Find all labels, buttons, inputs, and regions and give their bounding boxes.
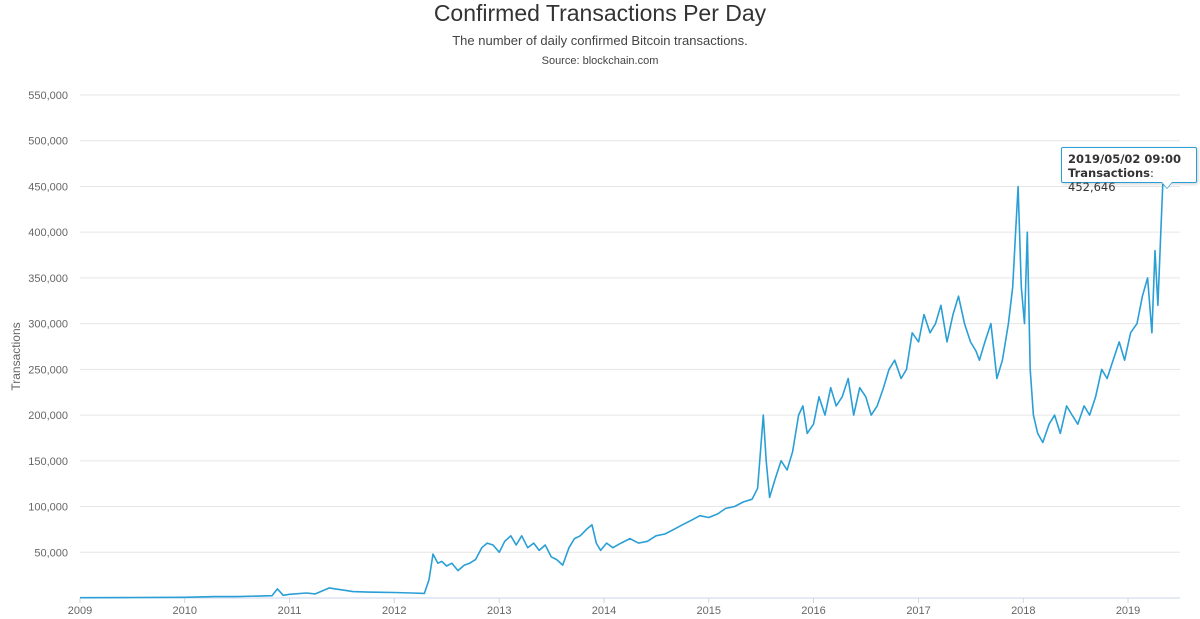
y-tick-label: 50,000 — [34, 547, 68, 559]
y-tick-label: 400,000 — [28, 227, 68, 239]
y-tick-label: 300,000 — [28, 319, 68, 331]
x-tick-label: 2012 — [382, 605, 406, 617]
x-tick-label: 2009 — [68, 605, 92, 617]
chart-source: Source: blockchain.com — [541, 55, 659, 67]
y-tick-label: 150,000 — [28, 456, 68, 468]
x-axis-ticks: 2009 2010 2011 2012 2013 2014 2015 2016 2017 2018… — [68, 598, 1140, 617]
tooltip-label: Transactions — [1068, 166, 1150, 180]
y-axis-ticks: 50,000 100,000 150,000 200,000 250,000 300,00… — [28, 90, 68, 559]
y-tick-label: 100,000 — [28, 502, 68, 514]
x-tick-label: 2018 — [1011, 605, 1035, 617]
x-tick-label: 2019 — [1116, 605, 1140, 617]
tooltip-date: 2019/05/02 09:00 — [1068, 152, 1182, 166]
x-tick-label: 2010 — [173, 605, 197, 617]
tooltip-value: 452,646 — [1068, 180, 1116, 194]
x-tick-label: 2017 — [906, 605, 930, 617]
y-tick-label: 500,000 — [28, 136, 68, 148]
chart-subtitle: The number of daily confirmed Bitcoin tr… — [452, 33, 748, 48]
x-tick-label: 2015 — [697, 605, 721, 617]
tooltip-row: Transactions: 452,646 — [1068, 166, 1154, 194]
x-tick-label: 2016 — [801, 605, 825, 617]
y-tick-label: 350,000 — [28, 273, 68, 285]
x-tick-label: 2011 — [278, 605, 302, 617]
y-axis-title: Transactions — [9, 322, 23, 390]
y-tick-label: 250,000 — [28, 364, 68, 376]
y-tick-label: 200,000 — [28, 410, 68, 422]
y-tick-label: 450,000 — [28, 181, 68, 193]
series-line-transactions[interactable] — [79, 183, 1164, 599]
grid-lines — [80, 94, 1180, 553]
y-tick-label: 550,000 — [28, 90, 68, 102]
x-tick-label: 2014 — [592, 605, 616, 617]
tooltip-arrow-inner — [1162, 182, 1172, 188]
chart-title: Confirmed Transactions Per Day — [433, 0, 767, 26]
x-tick-label: 2013 — [487, 605, 511, 617]
tooltip: 2019/05/02 09:00 Transactions: 452,646 — [1061, 147, 1197, 194]
